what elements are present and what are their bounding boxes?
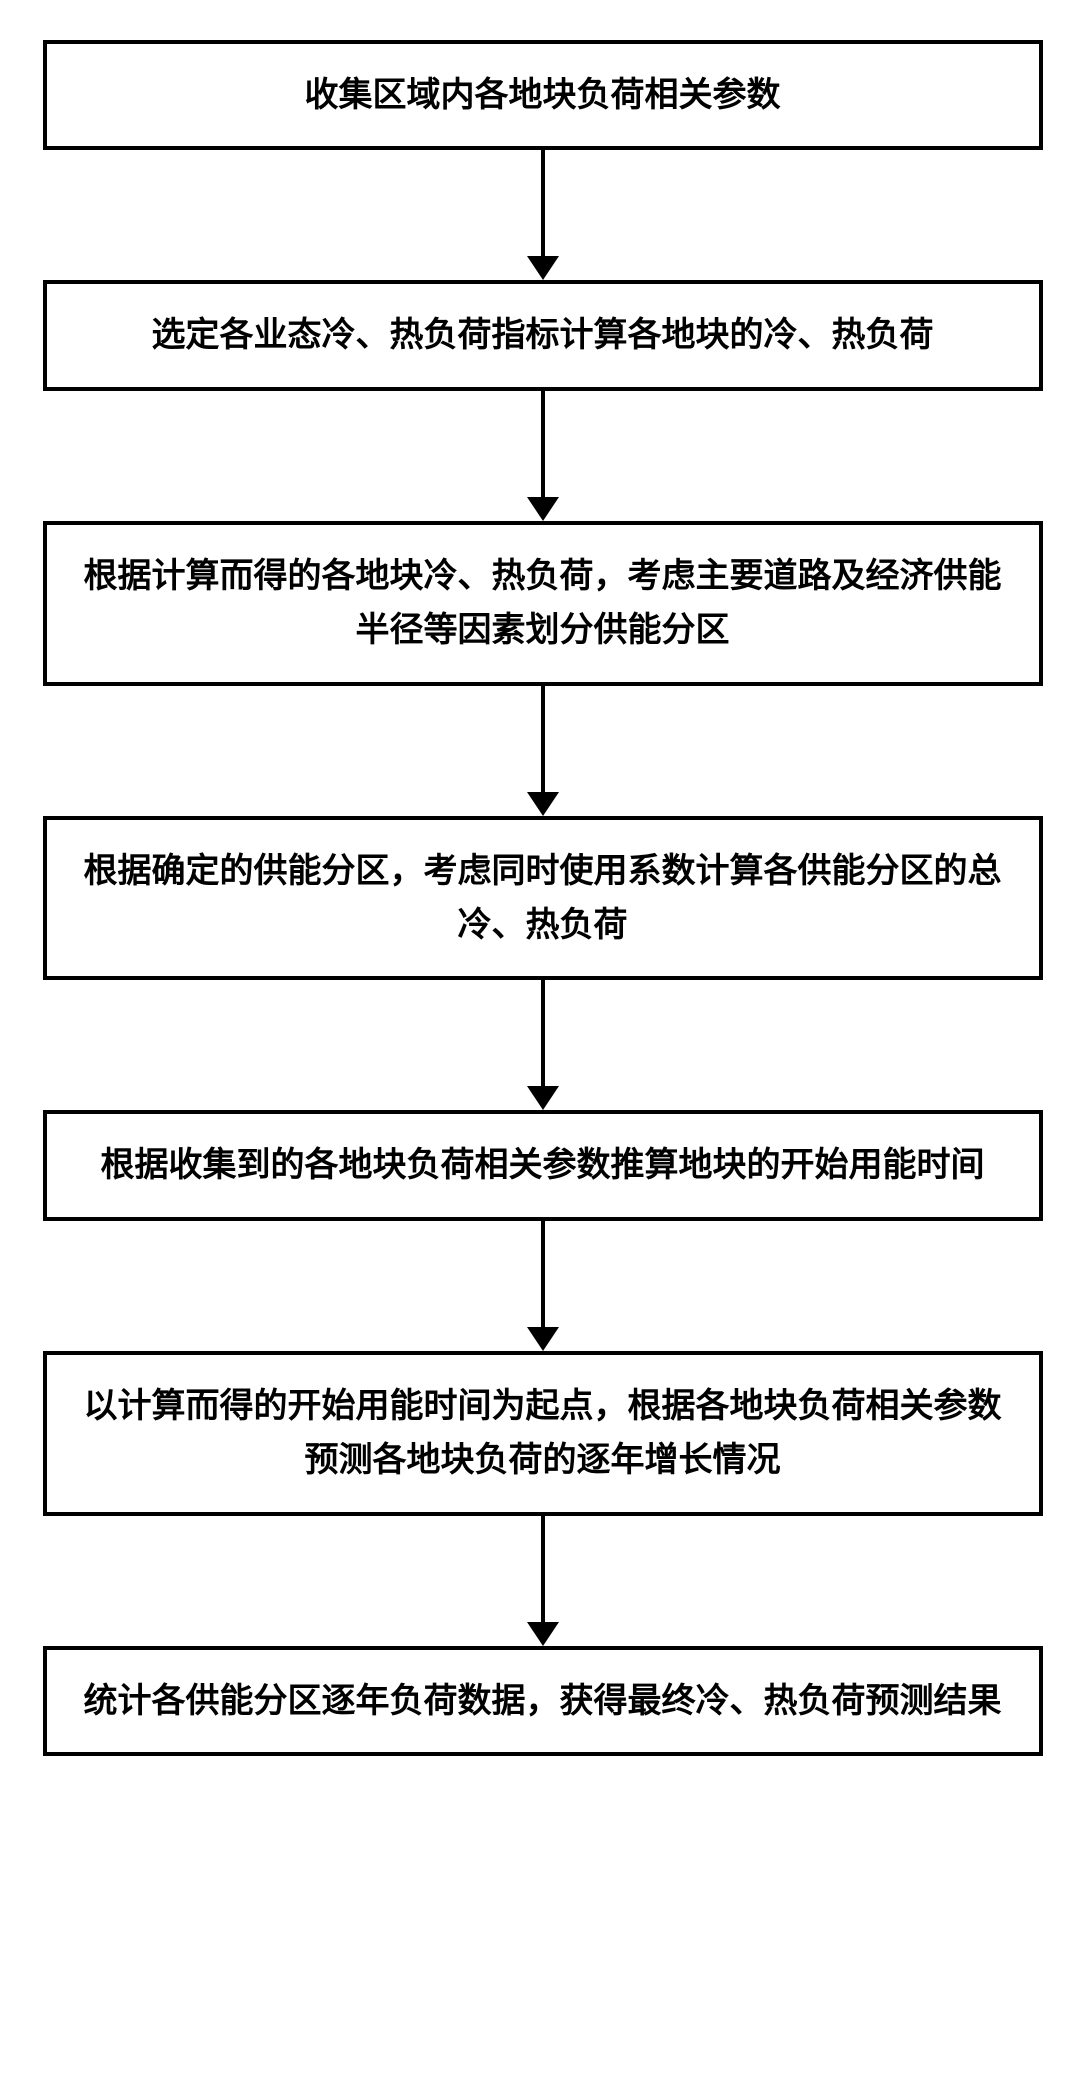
arrow-down-icon	[527, 150, 559, 280]
step-label: 选定各业态冷、热负荷指标计算各地块的冷、热负荷	[152, 316, 934, 354]
step-label: 以计算而得的开始用能时间为起点，根据各地块负荷相关参数预测各地块负荷的逐年增长情…	[84, 1387, 1002, 1479]
arrow-down-icon	[527, 686, 559, 816]
arrow-down-icon	[527, 980, 559, 1110]
step-label: 根据确定的供能分区，考虑同时使用系数计算各供能分区的总冷、热负荷	[84, 852, 1002, 944]
arrow-down-icon	[527, 1516, 559, 1646]
arrow-down-icon	[527, 391, 559, 521]
flowchart-step: 以计算而得的开始用能时间为起点，根据各地块负荷相关参数预测各地块负荷的逐年增长情…	[43, 1351, 1043, 1516]
flowchart-step: 选定各业态冷、热负荷指标计算各地块的冷、热负荷	[43, 280, 1043, 390]
step-label: 根据计算而得的各地块冷、热负荷，考虑主要道路及经济供能半径等因素划分供能分区	[84, 557, 1002, 649]
flowchart-step: 根据计算而得的各地块冷、热负荷，考虑主要道路及经济供能半径等因素划分供能分区	[43, 521, 1043, 686]
step-label: 根据收集到的各地块负荷相关参数推算地块的开始用能时间	[101, 1146, 985, 1184]
step-label: 收集区域内各地块负荷相关参数	[305, 76, 781, 114]
flowchart-step: 根据收集到的各地块负荷相关参数推算地块的开始用能时间	[43, 1110, 1043, 1220]
arrow-down-icon	[527, 1221, 559, 1351]
step-label: 统计各供能分区逐年负荷数据，获得最终冷、热负荷预测结果	[84, 1682, 1002, 1720]
flowchart-step: 根据确定的供能分区，考虑同时使用系数计算各供能分区的总冷、热负荷	[43, 816, 1043, 981]
flowchart-step: 统计各供能分区逐年负荷数据，获得最终冷、热负荷预测结果	[43, 1646, 1043, 1756]
flowchart-step: 收集区域内各地块负荷相关参数	[43, 40, 1043, 150]
flowchart-container: 收集区域内各地块负荷相关参数 选定各业态冷、热负荷指标计算各地块的冷、热负荷 根…	[43, 40, 1043, 1756]
